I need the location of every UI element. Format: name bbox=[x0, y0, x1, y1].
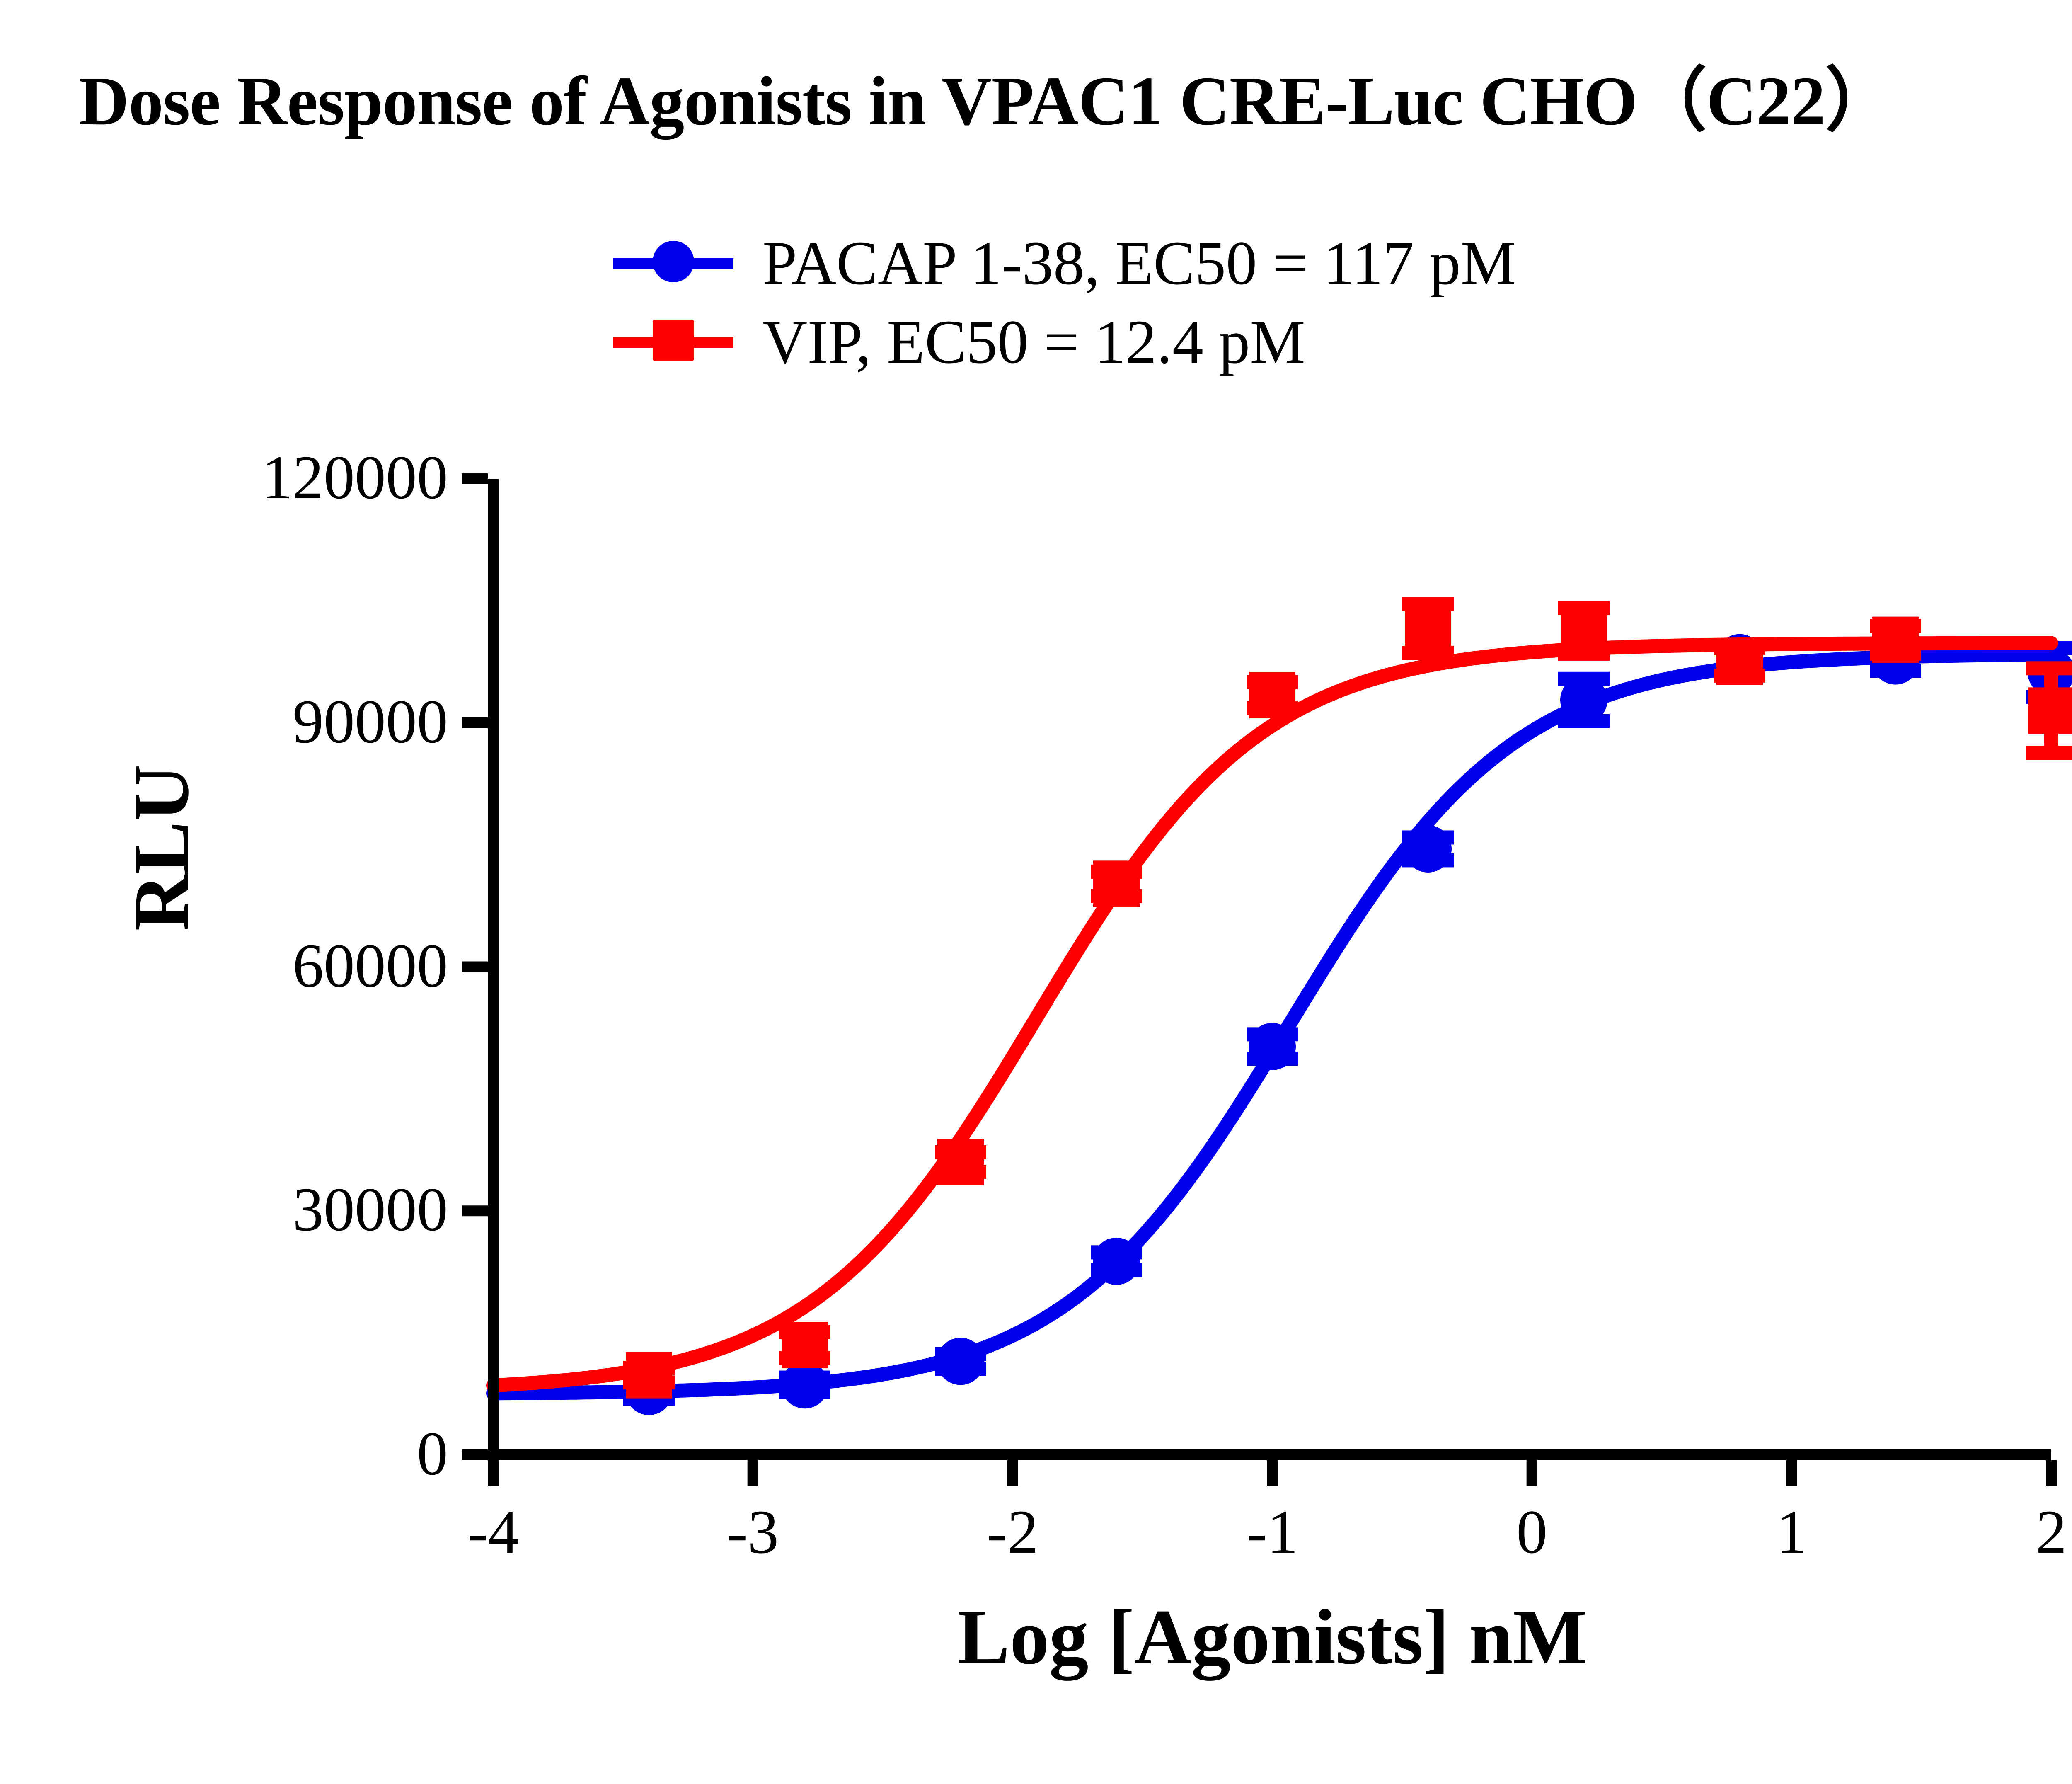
x-tick-label: -2 bbox=[986, 1498, 1038, 1566]
y-tick-label: 30000 bbox=[293, 1175, 448, 1244]
y-tick-mark bbox=[462, 473, 488, 484]
x-tick-mark bbox=[1526, 1460, 1537, 1486]
data-point-marker bbox=[781, 1361, 828, 1409]
y-tick-label: 60000 bbox=[293, 931, 448, 1000]
y-tick-mark bbox=[462, 1205, 488, 1217]
x-tick-label: 1 bbox=[1776, 1498, 1807, 1566]
legend-item-vip: VIP, EC50 = 12.4 pM bbox=[613, 303, 1516, 381]
x-tick-mark bbox=[1007, 1460, 1018, 1486]
data-point-marker bbox=[1405, 605, 1451, 652]
data-point-marker bbox=[1249, 672, 1295, 719]
x-tick-mark bbox=[1267, 1460, 1278, 1486]
error-bar-cap bbox=[2026, 661, 2072, 676]
data-point-marker bbox=[1872, 616, 1919, 663]
x-tick-label: -3 bbox=[727, 1498, 779, 1566]
data-point-marker bbox=[937, 1139, 984, 1185]
x-tick-mark bbox=[747, 1460, 758, 1486]
fit-curve bbox=[486, 636, 2058, 1393]
data-point-marker bbox=[1093, 860, 1140, 907]
data-point-marker bbox=[1249, 1023, 1296, 1070]
data-point-marker bbox=[1404, 825, 1452, 873]
series-pacap bbox=[486, 634, 2072, 1415]
data-point-marker bbox=[2028, 687, 2072, 734]
y-tick-mark bbox=[462, 1450, 488, 1460]
legend-label-pacap: PACAP 1-38, EC50 = 117 pM bbox=[762, 229, 1516, 298]
data-point-marker bbox=[782, 1322, 828, 1369]
x-axis-title: Log [Agonists] nM bbox=[957, 1594, 1588, 1681]
x-tick-label: 0 bbox=[1516, 1498, 1548, 1566]
data-point-marker bbox=[1716, 638, 1763, 685]
legend-item-pacap: PACAP 1-38, EC50 = 117 pM bbox=[613, 224, 1516, 303]
x-tick-label: -1 bbox=[1246, 1498, 1298, 1566]
data-point-marker bbox=[1561, 607, 1607, 654]
y-tick-mark bbox=[462, 961, 488, 972]
legend-label-vip: VIP, EC50 = 12.4 pM bbox=[762, 308, 1305, 376]
y-tick-label: 90000 bbox=[293, 687, 448, 756]
x-tick-mark bbox=[488, 1460, 499, 1486]
data-point-marker bbox=[937, 1338, 984, 1385]
x-axis-line-top bbox=[488, 1450, 2051, 1460]
data-point-marker bbox=[1560, 676, 1607, 724]
x-tick-mark bbox=[2046, 1460, 2057, 1486]
y-tick-label: 120000 bbox=[261, 443, 448, 512]
y-tick-label: 0 bbox=[417, 1419, 448, 1488]
series-vip bbox=[486, 597, 2072, 1399]
x-tick-label: 2 bbox=[2036, 1498, 2067, 1566]
legend-marker-circle-icon bbox=[613, 241, 733, 282]
legend-marker-square-icon bbox=[613, 320, 733, 361]
y-tick-mark bbox=[462, 717, 488, 728]
x-tick-label: -4 bbox=[467, 1498, 519, 1566]
chart-title: Dose Response of Agonists in VPAC1 CRE-L… bbox=[79, 63, 1895, 140]
chart-legend: PACAP 1-38, EC50 = 117 pM VIP, EC50 = 12… bbox=[613, 224, 1516, 381]
error-bar-cap bbox=[2026, 746, 2072, 760]
x-tick-mark bbox=[1786, 1460, 1797, 1486]
data-point-marker bbox=[626, 1352, 672, 1399]
y-axis-line-top bbox=[488, 479, 499, 1460]
data-point-marker bbox=[1093, 1237, 1140, 1285]
